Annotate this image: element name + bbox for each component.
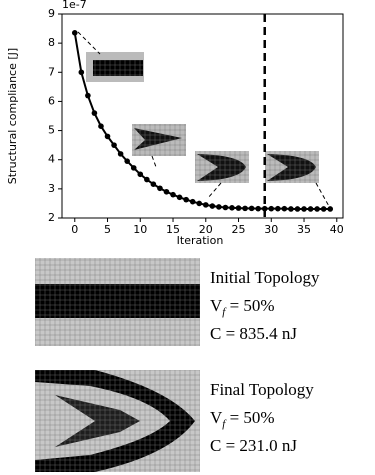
x-tick-label: 40	[330, 223, 344, 236]
data-point	[327, 206, 334, 212]
x-tick-label: 0	[71, 223, 78, 236]
volume-value: = 50%	[225, 296, 274, 315]
panel-title: Final Topology	[210, 380, 314, 399]
data-point	[196, 200, 203, 207]
y-tick-label: 7	[48, 65, 55, 78]
y-tick-label: 9	[48, 7, 55, 20]
plot-frame	[61, 13, 344, 219]
data-point	[144, 176, 150, 183]
data-point	[71, 30, 78, 36]
panel-volume: Vf = 50%	[210, 296, 275, 318]
x-tick-label: 10	[133, 223, 147, 236]
final-topology-image	[35, 370, 200, 472]
data-point	[98, 123, 104, 129]
data-point	[189, 198, 196, 205]
x-tick-label: 30	[264, 223, 278, 236]
data-point	[130, 165, 137, 171]
y-tick-label: 6	[48, 94, 55, 107]
data-point	[222, 204, 229, 211]
y-tick-label: 4	[48, 153, 55, 166]
data-point	[268, 205, 275, 212]
volume-subscript: f	[222, 306, 227, 318]
data-point	[117, 151, 124, 157]
volume-symbol: V	[210, 296, 223, 315]
data-point	[202, 202, 209, 208]
panel-compliance: C = 231.0 nJ	[210, 436, 297, 455]
data-point	[163, 188, 170, 195]
data-point	[294, 206, 301, 212]
x-tick-label: 20	[199, 223, 213, 236]
data-line	[73, 32, 331, 210]
data-point	[78, 69, 85, 76]
data-point	[85, 92, 91, 99]
y-tick-label: 2	[48, 211, 55, 224]
x-tick-label: 25	[232, 223, 246, 236]
data-point	[170, 191, 176, 198]
inset-images	[77, 31, 331, 209]
x-tick-label: 5	[104, 223, 111, 236]
data-point	[229, 205, 235, 211]
data-point	[288, 206, 294, 212]
data-point	[104, 133, 111, 140]
data-point	[91, 110, 98, 116]
data-point	[307, 206, 314, 212]
data-point	[216, 204, 222, 210]
panel-volume: Vf = 50%	[210, 408, 275, 430]
data-point	[301, 206, 307, 212]
data-point	[150, 181, 157, 187]
x-tick-label: 15	[166, 223, 180, 236]
y-tick-label: 3	[48, 182, 55, 195]
data-point	[242, 205, 248, 212]
volume-value: = 50%	[225, 408, 274, 427]
data-point	[248, 205, 255, 212]
data-point	[183, 196, 189, 203]
data-point	[320, 206, 327, 212]
data-point	[111, 142, 117, 148]
volume-symbol: V	[210, 408, 223, 427]
data-point	[314, 206, 320, 212]
panel-title: Initial Topology	[210, 268, 320, 287]
data-point	[124, 158, 130, 164]
volume-subscript: f	[222, 418, 227, 430]
x-tick-label: 35	[297, 223, 311, 236]
offset-text: 1e-7	[62, 0, 87, 11]
data-point	[176, 194, 183, 201]
data-point	[235, 205, 242, 211]
y-tick-label: 8	[48, 36, 55, 49]
x-axis-label: Iteration	[177, 234, 224, 247]
data-point	[275, 205, 281, 212]
data-point	[209, 203, 216, 209]
panel-compliance: C = 835.4 nJ	[210, 324, 297, 343]
data-point	[261, 205, 268, 212]
data-point	[157, 185, 163, 192]
data-point	[281, 205, 288, 212]
y-tick-label: 5	[48, 124, 55, 137]
initial-topology-image	[35, 258, 200, 346]
y-axis-label: Structural compliance [J]	[6, 48, 19, 184]
data-point	[255, 205, 261, 212]
data-point	[137, 171, 144, 178]
